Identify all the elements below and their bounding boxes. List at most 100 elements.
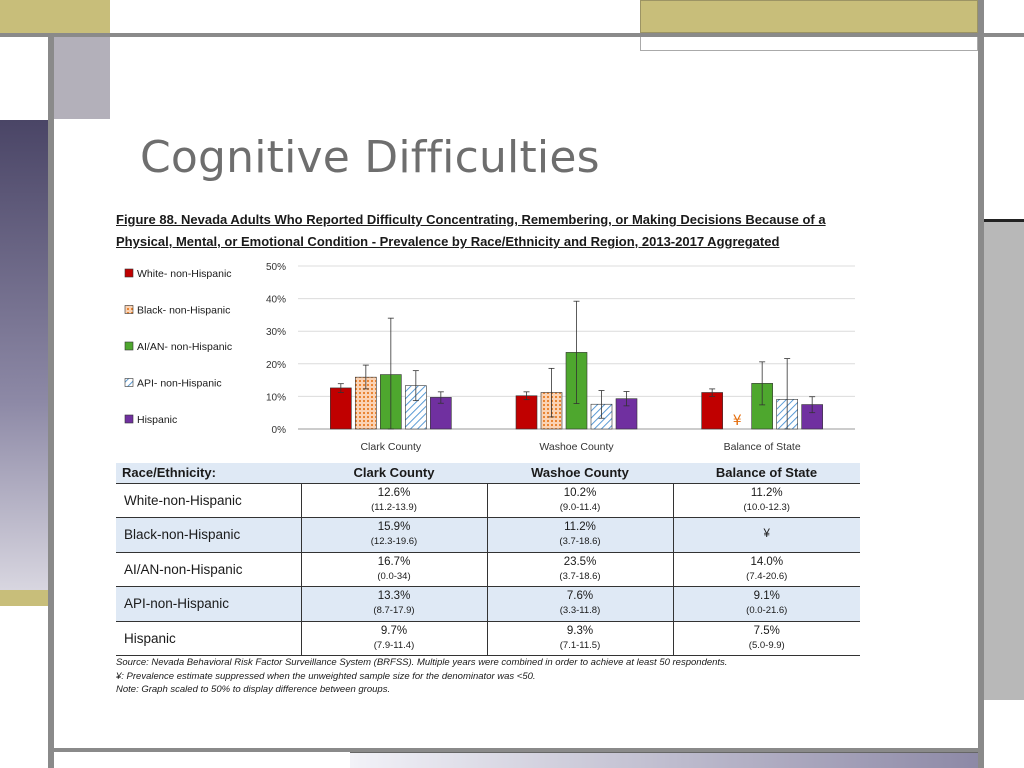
y-tick-label: 10% bbox=[266, 392, 286, 403]
header-clark-county: Clark County bbox=[301, 463, 487, 484]
decor-white-box-top-right bbox=[640, 33, 978, 51]
table-cell: 23.5% (3.7-18.6) bbox=[487, 552, 674, 587]
row-label: AI/AN-non-Hispanic bbox=[116, 552, 302, 587]
x-category-label: Balance of State bbox=[724, 441, 801, 453]
table-cell: ¥ bbox=[673, 517, 860, 553]
cell-confidence-interval: (0.0-21.6) bbox=[746, 605, 788, 617]
cell-value: 10.2% bbox=[563, 486, 597, 499]
table-row: Black-non-Hispanic 15.9% (12.3-19.6) 11.2% (… bbox=[116, 517, 860, 553]
cell-value: 9.1% bbox=[753, 590, 780, 603]
figure-notes: Source: Nevada Behavioral Risk Factor Su… bbox=[116, 656, 876, 697]
legend-label: White- non-Hispanic bbox=[137, 268, 232, 280]
decor-bottom-gradient bbox=[350, 752, 978, 768]
table-row: Hispanic 9.7% (7.9-11.4) 9.3% (7.1-11.5) 7.5%… bbox=[116, 621, 860, 656]
header-race-ethnicity: Race/Ethnicity: bbox=[116, 463, 301, 484]
slide-title: Cognitive Difficulties bbox=[140, 132, 600, 183]
legend-swatch bbox=[124, 268, 134, 278]
cell-confidence-interval: (3.3-11.8) bbox=[559, 605, 601, 617]
bar bbox=[330, 387, 352, 430]
cell-confidence-interval: (3.7-18.6) bbox=[559, 536, 601, 548]
decor-dark-line-right bbox=[984, 219, 1024, 222]
cell-value: ¥ bbox=[763, 528, 770, 541]
prevalence-table: Race/Ethnicity: Clark County Washoe Coun… bbox=[116, 463, 860, 656]
table-cell: 11.2% (10.0-12.3) bbox=[673, 483, 860, 518]
table-row: White-non-Hispanic 12.6% (11.2-13.9) 10.2% (… bbox=[116, 483, 860, 518]
cell-value: 9.3% bbox=[566, 624, 594, 637]
cell-value: 23.5% bbox=[563, 555, 597, 568]
cell-confidence-interval: (5.0-9.9) bbox=[748, 639, 785, 651]
header-washoe-county: Washoe County bbox=[487, 463, 673, 484]
legend-swatch bbox=[124, 305, 134, 314]
y-tick-label: 50% bbox=[266, 262, 286, 273]
cell-value: 7.5% bbox=[753, 624, 780, 637]
bar-chart: White- non-Hispanic Black- non-Hispanic AI… bbox=[124, 262, 855, 453]
note-source: Source: Nevada Behavioral Risk Factor Su… bbox=[116, 657, 728, 668]
legend-swatch bbox=[124, 414, 134, 424]
table-cell: 9.7% (7.9-11.4) bbox=[301, 621, 488, 656]
y-tick-label: 0% bbox=[272, 425, 287, 436]
table-cell: 14.0% (7.4-20.6) bbox=[673, 552, 860, 587]
table-header-row: Race/Ethnicity: Clark County Washoe Coun… bbox=[116, 463, 860, 484]
cell-confidence-interval: (0.0-34) bbox=[377, 570, 411, 582]
note-scale: Note: Graph scaled to 50% to display dif… bbox=[116, 684, 391, 695]
header-balance-of-state: Balance of State bbox=[673, 463, 860, 484]
cell-confidence-interval: (12.3-19.6) bbox=[370, 536, 418, 548]
table-cell: 15.9% (12.3-19.6) bbox=[301, 517, 488, 553]
cell-confidence-interval: (9.0-11.4) bbox=[559, 501, 601, 513]
cell-value: 15.9% bbox=[377, 521, 411, 534]
decor-gold-strip-left bbox=[0, 590, 48, 606]
cell-value: 11.2% bbox=[750, 486, 783, 499]
row-label: White-non-Hispanic bbox=[116, 483, 302, 518]
cell-value: 16.7% bbox=[377, 555, 411, 568]
cell-confidence-interval: (8.7-17.9) bbox=[373, 605, 415, 617]
table-cell: 7.5% (5.0-9.9) bbox=[673, 621, 860, 656]
decor-top-rule bbox=[0, 33, 1024, 37]
figure-title: Figure 88. Nevada Adults Who Reported Di… bbox=[116, 212, 826, 249]
cell-confidence-interval: (7.1-11.5) bbox=[559, 639, 601, 651]
decor-right-rule bbox=[978, 0, 984, 768]
y-tick-label: 30% bbox=[266, 327, 286, 338]
table-cell: 11.2% (3.7-18.6) bbox=[487, 517, 674, 553]
legend-label: Hispanic bbox=[137, 414, 177, 426]
legend-label: AI/AN- non-Hispanic bbox=[137, 341, 232, 353]
cell-confidence-interval: (7.4-20.6) bbox=[746, 570, 788, 582]
table-cell: 16.7% (0.0-34) bbox=[301, 552, 488, 587]
legend-swatch bbox=[124, 378, 134, 387]
bar bbox=[515, 395, 538, 430]
cell-value: 11.2% bbox=[564, 521, 596, 534]
cell-value: 13.3% bbox=[377, 590, 411, 603]
decor-bottom-rule bbox=[54, 748, 978, 752]
cell-value: 14.0% bbox=[750, 555, 784, 568]
decor-grey-block-right bbox=[984, 222, 1024, 700]
table-cell: 9.1% (0.0-21.6) bbox=[673, 586, 860, 622]
table-row: API-non-Hispanic 13.3% (8.7-17.9) 7.6% (3.3-… bbox=[116, 586, 860, 622]
decor-grey-block-left bbox=[54, 37, 110, 119]
decor-gold-block-top-right bbox=[640, 0, 978, 33]
x-category-label: Clark County bbox=[360, 441, 421, 453]
legend-label: API- non-Hispanic bbox=[137, 378, 222, 390]
table-row: AI/AN-non-Hispanic 16.7% (0.0-34) 23.5% (3.7… bbox=[116, 552, 860, 587]
note-suppression: ¥: Prevalence estimate suppressed when t… bbox=[116, 670, 536, 682]
cell-confidence-interval: (3.7-18.6) bbox=[559, 570, 601, 582]
cell-value: 7.6% bbox=[566, 590, 594, 603]
y-tick-label: 20% bbox=[266, 360, 286, 371]
legend-label: Black- non-Hispanic bbox=[137, 305, 230, 317]
row-label: Hispanic bbox=[116, 621, 302, 656]
decor-left-rule bbox=[48, 33, 54, 768]
cell-value: 12.6% bbox=[377, 486, 411, 499]
table-cell: 7.6% (3.3-11.8) bbox=[487, 586, 674, 622]
table-cell: 10.2% (9.0-11.4) bbox=[487, 483, 674, 518]
row-label: Black-non-Hispanic bbox=[116, 517, 302, 553]
bar bbox=[701, 392, 723, 430]
y-tick-label: 40% bbox=[266, 295, 286, 306]
table-cell: 9.3% (7.1-11.5) bbox=[487, 621, 674, 656]
row-label: API-non-Hispanic bbox=[116, 586, 302, 622]
cell-confidence-interval: (7.9-11.4) bbox=[373, 639, 415, 651]
suppressed-marker: ¥ bbox=[733, 413, 742, 429]
cell-value: 9.7% bbox=[380, 624, 408, 637]
decor-purple-gradient-left bbox=[0, 120, 48, 590]
table-cell: 13.3% (8.7-17.9) bbox=[301, 586, 488, 622]
cell-confidence-interval: (11.2-13.9) bbox=[371, 501, 417, 513]
x-category-label: Washoe County bbox=[539, 441, 614, 453]
decor-gold-block-top-left bbox=[0, 0, 110, 33]
